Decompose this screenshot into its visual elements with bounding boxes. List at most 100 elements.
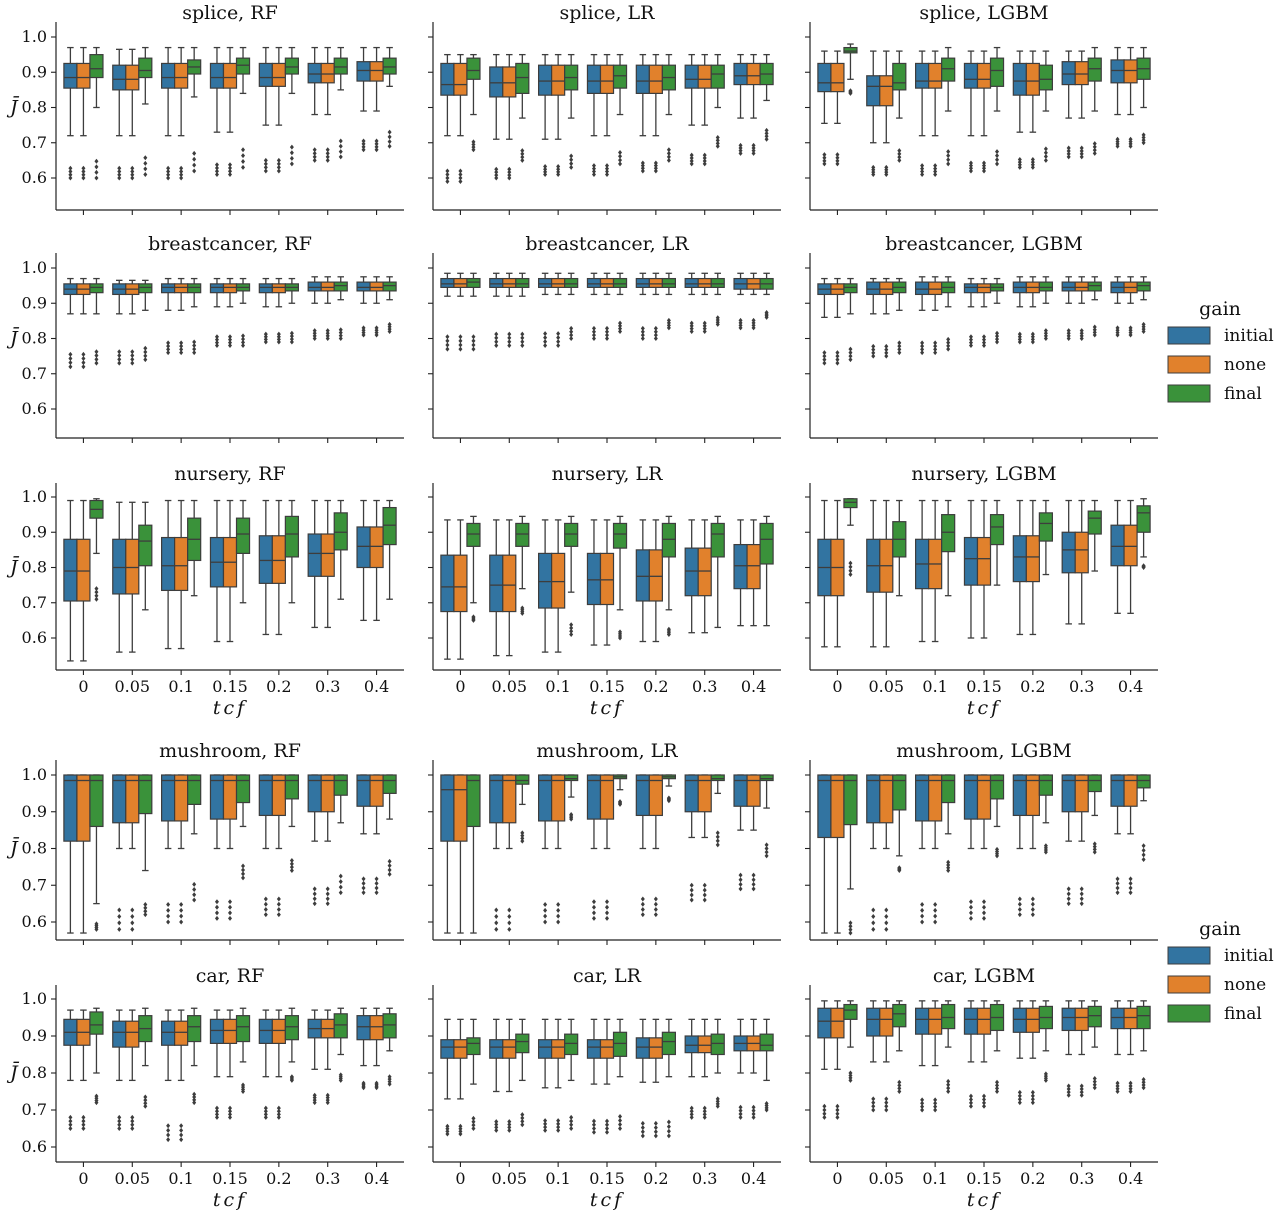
outlier-point [689,882,694,888]
box-final [187,277,202,356]
outlier-point [263,164,268,170]
outlier-point [387,321,392,327]
outlier-point [471,1122,476,1128]
outlier-point [1115,885,1120,891]
outlier-point [968,915,973,921]
outlier-point [689,161,694,167]
box-final [333,1007,348,1083]
outlier-point [94,360,99,366]
outlier-point [494,1124,499,1130]
outlier-point [94,349,99,355]
outlier-point [263,336,268,342]
outlier-point [982,904,986,910]
outlier-point [1066,151,1071,157]
x-tick-label: 0.4 [741,1169,766,1188]
y-axis-label: J̄ [6,1061,20,1084]
outlier-point [312,336,317,341]
outlier-point [361,141,366,147]
box-body [1087,1005,1102,1028]
outlier-point [166,172,171,178]
outlier-point [192,156,197,162]
outlier-point [338,336,343,341]
outlier-point [130,165,135,171]
box-body [1025,1007,1040,1033]
outlier-point [312,328,317,334]
box-none [928,1000,943,1113]
outlier-point [81,1118,86,1124]
outlier-point [1030,1089,1035,1095]
box-final [989,1000,1005,1094]
outlier-point [143,902,148,908]
outlier-point [1066,145,1071,151]
outlier-point [543,1121,548,1127]
outlier-point [166,1137,171,1143]
outlier-point [897,1079,902,1085]
box-body [76,62,91,89]
outlier-point [214,904,219,910]
box-none [1074,276,1089,341]
outlier-point [591,1129,596,1135]
box-body [1136,281,1151,292]
box-body [1123,59,1138,84]
box-none [648,519,663,643]
box-initial [307,499,322,629]
outlier-point [848,920,853,926]
outlier-point [968,343,973,349]
box-final [235,277,251,349]
outlier-point [494,907,499,913]
box-body [89,1011,104,1035]
box-final [564,53,579,170]
outlier-point [591,325,596,331]
outlier-point [591,1126,596,1131]
outlier-point [689,1111,694,1117]
box-none [697,1018,712,1120]
box-body [697,547,712,597]
outlier-point [166,902,171,908]
outlier-point [751,872,756,878]
outlier-point [946,157,951,163]
outlier-point [897,1089,902,1094]
outlier-point [312,150,317,156]
box-body [648,774,663,817]
outlier-point [556,331,561,337]
box-final [466,272,481,352]
outlier-point [81,355,86,361]
outlier-point [1079,336,1084,341]
outlier-point [1141,857,1146,863]
box-body [661,522,676,558]
outlier-point [520,835,525,841]
outlier-point [1141,852,1146,858]
box-body [1110,774,1125,807]
outlier-point [822,350,827,356]
box-body [684,1035,699,1054]
outlier-point [884,926,889,932]
outlier-point [263,157,268,163]
outlier-point [1079,896,1084,902]
outlier-point [68,1126,73,1131]
box-final [1038,499,1054,576]
legend-label: none [1224,975,1266,995]
outlier-point [543,907,548,913]
outlier-point [361,147,366,153]
outlier-point [1079,1086,1084,1092]
outlier-point [556,1121,561,1127]
box-final [843,498,858,578]
outlier-point [228,334,232,340]
outlier-point [458,171,463,177]
box-none [320,276,335,341]
y-tick-label: 0.9 [22,293,47,312]
box-final [333,774,348,896]
box-final [187,774,202,903]
outlier-point [751,881,756,887]
outlier-point [117,1118,122,1124]
box-body [161,62,176,89]
outlier-point [1141,140,1146,146]
box-body [1123,524,1138,567]
outlier-point [543,164,548,170]
box-final [187,1007,202,1106]
legend-label: final [1224,384,1262,404]
outlier-point [569,1126,574,1131]
box-final [989,277,1005,345]
outlier-point [228,168,232,174]
outlier-point [130,907,135,913]
